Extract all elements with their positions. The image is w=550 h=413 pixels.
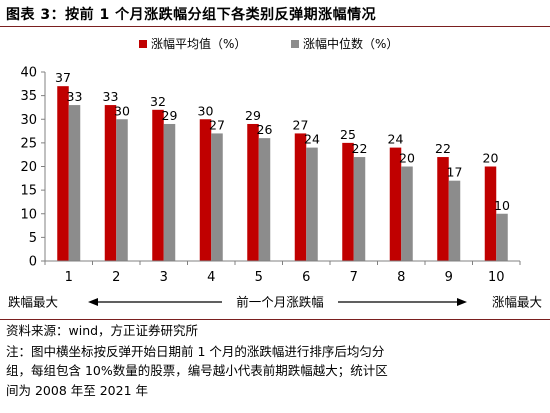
y-tick-label-25: 25 bbox=[20, 136, 37, 151]
data-label-s1-4: 30 bbox=[198, 103, 214, 118]
data-label-s1-9: 22 bbox=[435, 141, 451, 156]
note-left-label: 跌幅最大 bbox=[8, 295, 58, 310]
x-tick-label-4: 4 bbox=[207, 270, 215, 285]
note-center-label: 前一个月涨跌幅 bbox=[236, 295, 324, 310]
y-tick-label-40: 40 bbox=[20, 66, 37, 81]
x-tick-label-5: 5 bbox=[255, 270, 263, 285]
y-tick-label-30: 30 bbox=[20, 113, 37, 128]
bar-s1-2 bbox=[104, 105, 117, 261]
x-tick-label-7: 7 bbox=[350, 270, 358, 285]
x-tick-label-3: 3 bbox=[160, 270, 168, 285]
y-tick-label-10: 10 bbox=[20, 207, 37, 222]
x-tick-label-9: 9 bbox=[445, 270, 453, 285]
arrow-left-head bbox=[88, 298, 98, 306]
legend-swatch-1 bbox=[139, 40, 147, 48]
y-tick-label-20: 20 bbox=[20, 160, 37, 175]
bar-s2-10 bbox=[496, 213, 508, 261]
source-line: 资料来源：wind，方正证券研究所 bbox=[6, 323, 199, 338]
y-tick-label-5: 5 bbox=[29, 231, 37, 246]
bar-s1-8 bbox=[389, 147, 402, 261]
data-label-s2-3: 29 bbox=[162, 108, 178, 123]
x-tick-label-6: 6 bbox=[302, 270, 310, 285]
bar-s1-9 bbox=[437, 157, 449, 261]
bar-s1-1 bbox=[57, 86, 69, 261]
note-line-3: 间为 2008 年至 2021 年 bbox=[6, 383, 149, 398]
bar-s2-3 bbox=[163, 123, 176, 261]
legend: 涨幅平均值（%） 涨幅中位数（%） bbox=[139, 36, 398, 51]
data-label-s2-6: 24 bbox=[304, 132, 320, 147]
bar-s1-4 bbox=[199, 119, 212, 261]
data-label-s1-3: 32 bbox=[150, 94, 166, 109]
data-label-s1-2: 33 bbox=[103, 89, 119, 104]
axis-note: 跌幅最大 涨幅最大 前一个月涨跌幅 bbox=[8, 295, 542, 310]
bar-s2-8 bbox=[401, 166, 413, 261]
data-label-s1-7: 25 bbox=[340, 127, 356, 142]
bar-s1-5 bbox=[247, 123, 259, 261]
figure-title: 图表 3：按前 1 个月涨跌幅分组下各类别反弹期涨幅情况 bbox=[6, 7, 377, 23]
note-line-1: 注：图中横坐标按反弹开始日期前 1 个月的涨跌幅进行排序后均匀分 bbox=[6, 344, 385, 359]
bar-s2-2 bbox=[116, 119, 128, 261]
data-label-s2-7: 22 bbox=[352, 141, 368, 156]
x-tick-label-8: 8 bbox=[397, 270, 405, 285]
bar-s1-3 bbox=[152, 109, 164, 261]
bar-s2-6 bbox=[306, 147, 318, 261]
bar-s1-7 bbox=[342, 142, 354, 261]
bar-s2-1 bbox=[68, 105, 81, 261]
y-axis: 0 5 10 15 20 25 30 35 40 bbox=[20, 66, 46, 270]
bar-s2-7 bbox=[353, 157, 366, 261]
bars bbox=[57, 86, 508, 261]
data-label-s1-8: 24 bbox=[388, 132, 404, 147]
x-tick-label-1: 1 bbox=[65, 270, 73, 285]
data-label-s1-10: 20 bbox=[483, 151, 499, 166]
footer-rule bbox=[0, 319, 550, 320]
data-label-s2-5: 26 bbox=[257, 122, 273, 137]
bar-s1-10 bbox=[484, 166, 497, 261]
y-tick-label-0: 0 bbox=[29, 255, 37, 270]
y-tick-label-15: 15 bbox=[20, 184, 37, 199]
note-line-2: 组，每组包含 10%数量的股票，编号越小代表前期跌幅越大；统计区 bbox=[6, 363, 388, 378]
data-label-s1-6: 27 bbox=[293, 117, 309, 132]
arrow-right-head bbox=[457, 298, 467, 306]
data-label-s2-2: 30 bbox=[114, 103, 130, 118]
x-tick-label-10: 10 bbox=[488, 270, 505, 285]
x-axis: 1 2 3 4 5 6 7 8 9 10 bbox=[44, 260, 521, 285]
data-label-s2-4: 27 bbox=[209, 117, 225, 132]
bar-s2-5 bbox=[258, 138, 271, 261]
data-label-s1-1: 37 bbox=[55, 70, 71, 85]
legend-swatch-2 bbox=[291, 40, 299, 48]
bar-s1-6 bbox=[294, 133, 307, 261]
data-label-s1-5: 29 bbox=[245, 108, 261, 123]
data-label-s2-9: 17 bbox=[447, 165, 463, 180]
legend-label-2: 涨幅中位数（%） bbox=[303, 36, 398, 51]
data-label-s2-8: 20 bbox=[399, 151, 415, 166]
y-tick-label-35: 35 bbox=[20, 89, 37, 104]
bar-s2-9 bbox=[448, 180, 461, 261]
legend-label-1: 涨幅平均值（%） bbox=[151, 36, 246, 51]
note-right-label: 涨幅最大 bbox=[492, 295, 542, 310]
x-tick-label-2: 2 bbox=[112, 270, 120, 285]
data-label-s2-1: 33 bbox=[67, 89, 83, 104]
bar-s2-4 bbox=[211, 133, 223, 261]
data-label-s2-10: 10 bbox=[494, 198, 510, 213]
title-rule bbox=[0, 26, 550, 27]
